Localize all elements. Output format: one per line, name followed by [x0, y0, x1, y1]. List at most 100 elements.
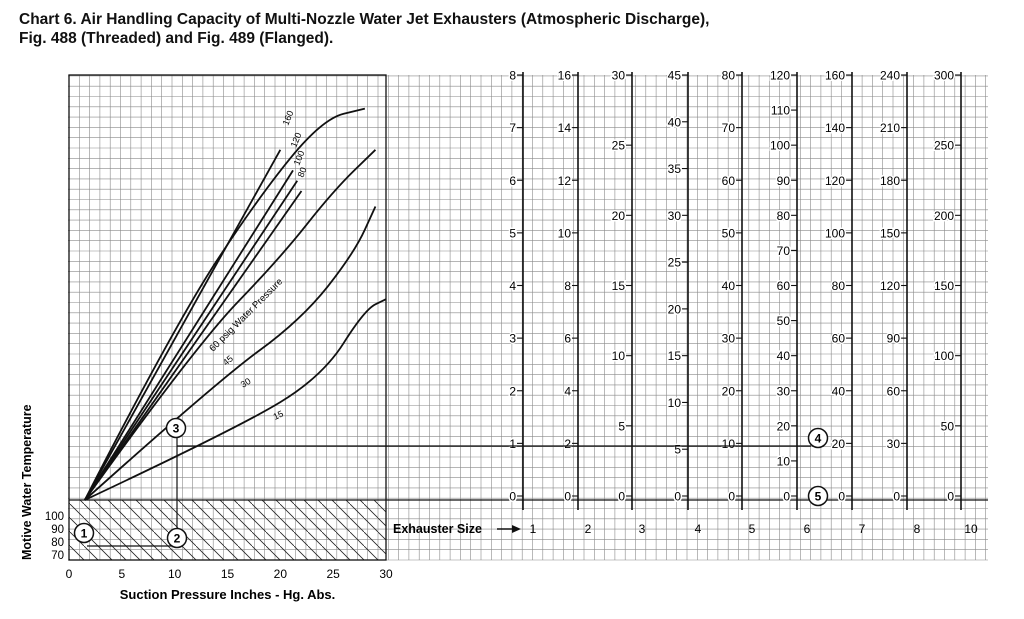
scale-tick-label: 150	[880, 226, 900, 240]
hatch-area	[69, 500, 386, 560]
scale-tick-label: 210	[880, 121, 900, 135]
scale-tick-label: 80	[722, 69, 736, 83]
temperature-tick-label: 90	[51, 524, 64, 536]
scale-tick-label: 80	[832, 279, 846, 293]
scale-tick-label: 8	[564, 279, 571, 293]
scale-tick-label: 8	[509, 69, 516, 83]
scale-tick-label: 40	[668, 115, 682, 129]
curve-160	[84, 149, 282, 501]
scale-tick-label: 30	[887, 437, 901, 451]
marker-2-circle	[166, 527, 188, 549]
scale-tick-label: 140	[825, 121, 845, 135]
scale-tick-label: 20	[668, 302, 682, 316]
scale-tick-label: 5	[509, 226, 516, 240]
marker-2: 2	[174, 532, 181, 546]
scale-tick-label: 200	[934, 209, 954, 223]
frame	[68, 74, 988, 561]
scale-tick-label: 90	[887, 332, 901, 346]
scale-tick-label: 250	[934, 139, 954, 153]
scale-tick-label: 0	[947, 490, 954, 504]
scale-tick-label: 100	[770, 139, 790, 153]
exhauster-size-7: 7	[859, 522, 866, 536]
scale-tick-label: 20	[612, 209, 626, 223]
title-line-1: Chart 6. Air Handling Capacity of Multi-…	[19, 11, 710, 28]
exhauster-axis-label: Exhauster Size	[393, 522, 482, 536]
scale-tick-label: 180	[880, 174, 900, 188]
curve-label-100: 100	[292, 149, 307, 167]
scale-tick-label: 35	[668, 162, 682, 176]
temperature-tick-label: 80	[51, 537, 64, 549]
scale-tick-label: 20	[777, 419, 791, 433]
scale-tick-label: 2	[509, 384, 516, 398]
title-line-2: Fig. 488 (Threaded) and Fig. 489 (Flange…	[19, 30, 334, 47]
x-axis-label: Suction Pressure Inches - Hg. Abs.	[120, 587, 336, 602]
scale-tick-label: 50	[722, 226, 736, 240]
scale-tick-label: 25	[668, 256, 682, 270]
x-tick-label: 10	[168, 567, 182, 581]
marker-3: 3	[173, 422, 180, 436]
scale-tick-label: 300	[934, 69, 954, 83]
curve-label-45: 45	[221, 353, 235, 367]
marker-1: 1	[81, 527, 88, 541]
scale-tick-label: 90	[777, 174, 791, 188]
exhauster-size-10: 10	[964, 522, 978, 536]
scale-tick-label: 16	[558, 69, 572, 83]
scale-tick-label: 40	[722, 279, 736, 293]
scale-tick-label: 10	[722, 437, 736, 451]
x-tick-label: 25	[326, 567, 340, 581]
scale-tick-label: 0	[893, 490, 900, 504]
scale-tick-label: 60	[832, 332, 846, 346]
exhauster-size-8: 8	[914, 522, 921, 536]
scale-tick-label: 25	[612, 139, 626, 153]
scale-tick-label: 30	[777, 384, 791, 398]
scale-tick-label: 120	[825, 174, 845, 188]
scale-tick-label: 100	[934, 349, 954, 363]
scale-tick-label: 50	[941, 419, 955, 433]
scale-tick-label: 3	[509, 332, 516, 346]
chart-title: Chart 6. Air Handling Capacity of Multi-…	[19, 10, 709, 48]
scale-tick-label: 20	[722, 384, 736, 398]
scale-tick-label: 15	[612, 279, 626, 293]
scale-tick-label: 0	[509, 490, 516, 504]
marker-4: 4	[815, 432, 822, 446]
x-tick-label: 30	[379, 567, 393, 581]
curve-120	[84, 169, 294, 501]
temperature-tick-label: 100	[45, 511, 64, 523]
scale-tick-label: 6	[509, 174, 516, 188]
curve-label-15: 15	[272, 409, 285, 422]
x-tick-label: 20	[274, 567, 288, 581]
curve-100	[84, 180, 298, 501]
scale-tick-label: 60	[887, 384, 901, 398]
scale-tick-label: 40	[832, 384, 846, 398]
exhauster-size-3: 3	[639, 522, 646, 536]
curve-60	[84, 107, 366, 501]
scale-tick-label: 0	[838, 490, 845, 504]
scale-tick-label: 120	[880, 279, 900, 293]
scale-tick-label: 10	[558, 226, 572, 240]
scale-tick-label: 10	[777, 454, 791, 468]
scale-tick-label: 50	[777, 314, 791, 328]
scale-tick-label: 5	[674, 443, 681, 457]
scale-tick-label: 4	[564, 384, 571, 398]
scale-tick-label: 240	[880, 69, 900, 83]
curve-30	[84, 206, 377, 501]
scale-tick-label: 7	[509, 121, 516, 135]
scale-tick-label: 150	[934, 279, 954, 293]
marker-4-circle	[807, 427, 829, 449]
scale-tick-label: 6	[564, 332, 571, 346]
scale-tick-label: 110	[771, 104, 790, 118]
plot-border	[68, 74, 387, 561]
scale-tick-label: 5	[618, 419, 625, 433]
scale-tick-label: 60	[777, 279, 791, 293]
temperature-tick-label: 70	[51, 550, 64, 562]
scale-tick-label: 15	[668, 349, 682, 363]
scale-tick-label: 1	[509, 437, 516, 451]
scale-tick-label: 0	[618, 490, 625, 504]
scale-tick-label: 12	[558, 174, 572, 188]
arrow-head	[512, 525, 521, 533]
scale-tick-label: 45	[668, 69, 682, 83]
x-tick-label: 0	[66, 567, 73, 581]
exhauster-size-2: 2	[585, 522, 592, 536]
